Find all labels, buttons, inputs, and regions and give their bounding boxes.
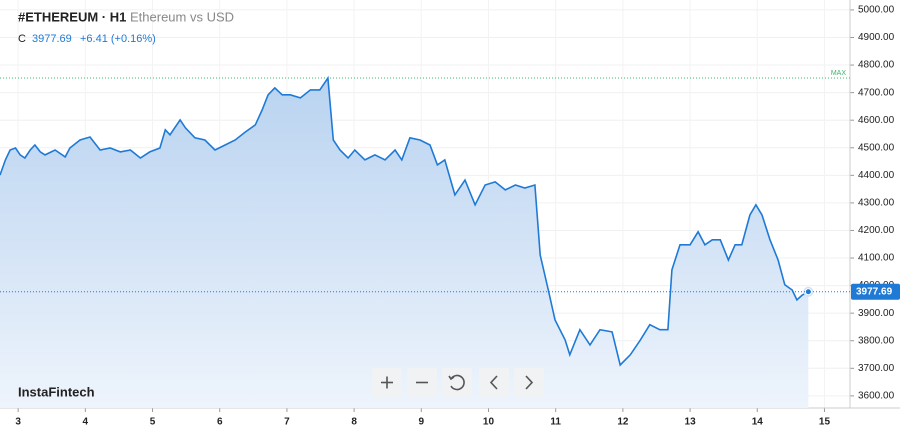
x-tick-label: 13 [685, 417, 697, 428]
y-tick-label: 4600.00 [858, 115, 895, 126]
x-tick-label: 10 [483, 417, 495, 428]
logo: InstaFintech [18, 384, 95, 399]
y-tick-label: 4800.00 [858, 60, 895, 71]
x-tick-label: 14 [752, 417, 764, 428]
y-tick-label: 4500.00 [858, 142, 895, 153]
last-price-label: 3977.69 [856, 286, 893, 297]
last-point [804, 288, 812, 296]
y-tick-label: 4700.00 [858, 87, 895, 98]
last-price-badge [851, 283, 900, 300]
y-tick-label: 3600.00 [858, 391, 895, 402]
y-tick-label: 3800.00 [858, 335, 895, 346]
y-tick-label: 3900.00 [858, 308, 895, 319]
y-tick-label: 3700.00 [858, 363, 895, 374]
scroll-right[interactable] [514, 368, 544, 397]
area [0, 78, 809, 408]
change: +6.41 (+0.16%) [80, 33, 156, 45]
description: Ethereum vs USD [130, 9, 234, 24]
y-tick-label: 4400.00 [858, 170, 895, 181]
x-tick-label: 9 [419, 417, 425, 428]
zoom-in[interactable] [372, 368, 402, 397]
x-tick-label: 11 [550, 417, 561, 428]
close-value: 3977.69 [32, 33, 72, 45]
x-tick-label: 4 [83, 417, 89, 428]
max-label: MAX [831, 70, 847, 77]
scroll-left[interactable] [479, 368, 509, 397]
y-tick-label: 5000.00 [858, 5, 895, 16]
y-tick-label: 4100.00 [858, 253, 895, 264]
close-label: C [18, 33, 26, 45]
zoom-out[interactable] [407, 368, 437, 397]
x-tick-label: 6 [217, 417, 223, 428]
y-tick-label: 4200.00 [858, 225, 895, 236]
x-tick-label: 15 [819, 417, 831, 428]
x-tick-label: 7 [284, 417, 290, 428]
x-tick-label: 12 [617, 417, 629, 428]
y-tick-label: 4300.00 [858, 198, 895, 209]
x-tick-label: 8 [351, 417, 357, 428]
y-tick-label: 4900.00 [858, 32, 895, 43]
x-tick-label: 3 [15, 417, 21, 428]
symbol: #ETHEREUM · H1 [18, 9, 126, 24]
x-tick-label: 5 [150, 417, 156, 428]
reset[interactable] [442, 368, 472, 397]
price-line [0, 75, 809, 367]
